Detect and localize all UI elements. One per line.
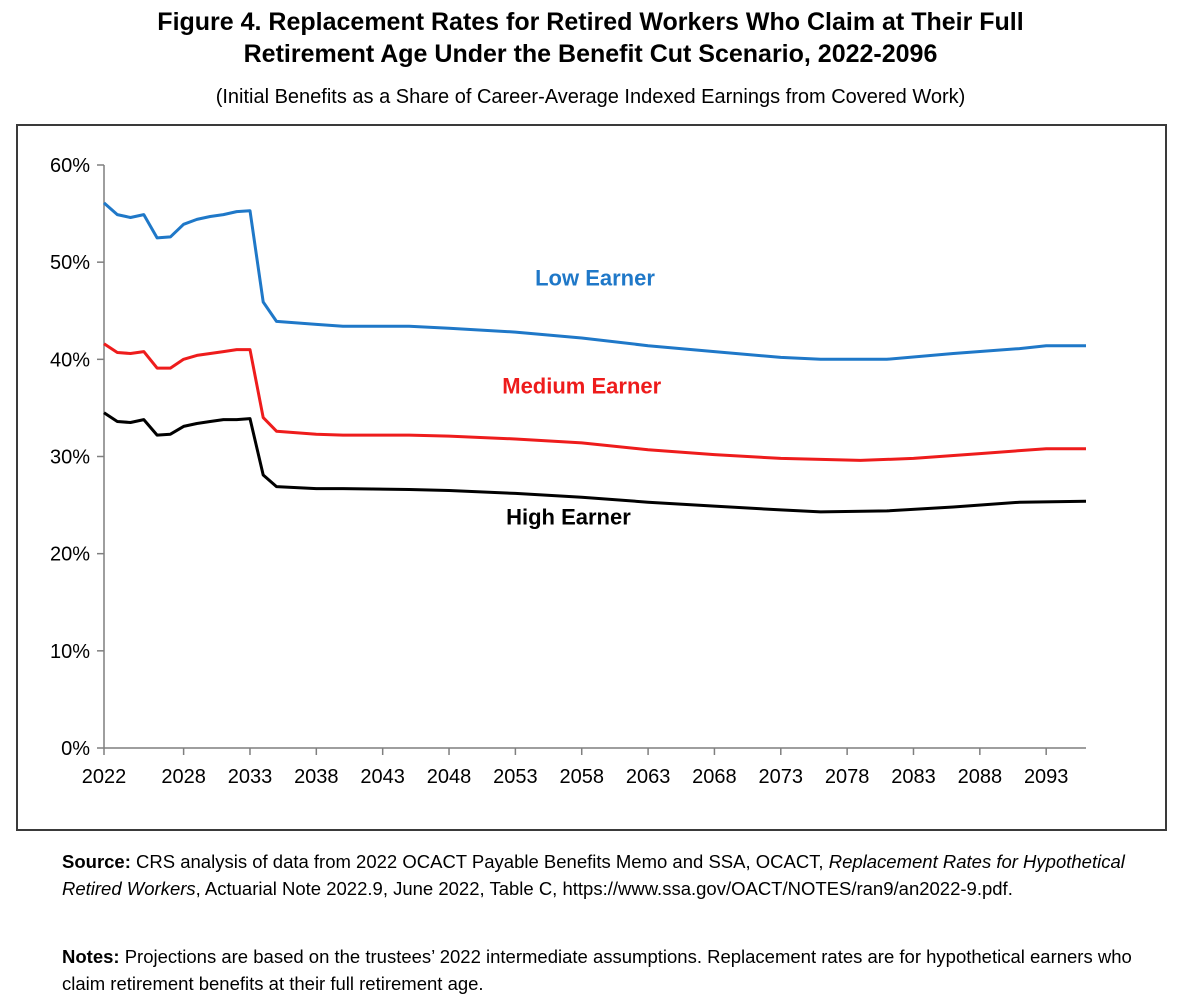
y-tick-label: 40% bbox=[50, 349, 90, 371]
series-line-high-earner bbox=[103, 411, 1087, 514]
x-tick-label: 2022 bbox=[82, 766, 127, 788]
x-tick-label: 2038 bbox=[294, 766, 339, 788]
source-text: CRS analysis of data from 2022 OCACT Pay… bbox=[130, 851, 829, 872]
notes: Notes: Projections are based on the trus… bbox=[62, 943, 1162, 997]
x-tick-label: 2053 bbox=[493, 766, 538, 788]
figure-title-line-2: Retirement Age Under the Benefit Cut Sce… bbox=[243, 40, 938, 68]
series-line-medium-earner bbox=[103, 342, 1086, 462]
series-label-low-earner: Low Earner bbox=[535, 265, 655, 290]
x-tick-label: 2033 bbox=[228, 766, 273, 788]
x-tick-label: 2043 bbox=[360, 766, 405, 788]
notes-text: Projections are based on the trustees’ 2… bbox=[62, 946, 1132, 994]
source-label: Source: bbox=[62, 851, 131, 872]
x-tick-label: 2073 bbox=[759, 766, 804, 788]
source-note: Source: CRS analysis of data from 2022 O… bbox=[62, 848, 1162, 902]
series-label-medium-earner: Medium Earner bbox=[502, 373, 661, 398]
x-tick-label: 2078 bbox=[825, 766, 870, 788]
line-chart: 0% 10% 20% 30% 40% 50% 60% 2022 2028 2033 2038 2043… bbox=[50, 155, 1087, 788]
series-line-low-earner bbox=[103, 201, 1086, 361]
y-tick-label: 30% bbox=[50, 447, 90, 469]
source-italic-title: Replacement Rates for Hypothetical Retir… bbox=[62, 851, 1125, 899]
x-tick-label: 2028 bbox=[161, 766, 206, 788]
x-tick-label: 2048 bbox=[427, 766, 472, 788]
series-label-high-earner: High Earner bbox=[506, 505, 631, 530]
y-tick-label: 50% bbox=[50, 252, 90, 274]
figure-title-line-1: Figure 4. Replacement Rates for Retired … bbox=[157, 8, 1024, 36]
notes-label: Notes: bbox=[62, 946, 120, 967]
x-tick-label: 2058 bbox=[559, 766, 604, 788]
x-tick-label: 2063 bbox=[626, 766, 671, 788]
y-tick-label: 0% bbox=[61, 738, 90, 760]
x-tick-label: 2068 bbox=[692, 766, 737, 788]
figure-subtitle: (Initial Benefits as a Share of Career-A… bbox=[215, 86, 966, 108]
x-tick-label: 2083 bbox=[891, 766, 936, 788]
x-tick-label: 2088 bbox=[958, 766, 1003, 788]
y-tick-label: 20% bbox=[50, 544, 90, 566]
y-tick-label: 60% bbox=[50, 155, 90, 177]
y-tick-label: 10% bbox=[50, 641, 90, 663]
x-tick-label: 2093 bbox=[1024, 766, 1069, 788]
source-text-end: , Actuarial Note 2022.9, June 2022, Tabl… bbox=[195, 878, 1013, 899]
chart-frame: 0% 10% 20% 30% 40% 50% 60% 2022 2028 2033 2038 2043… bbox=[16, 124, 1167, 831]
